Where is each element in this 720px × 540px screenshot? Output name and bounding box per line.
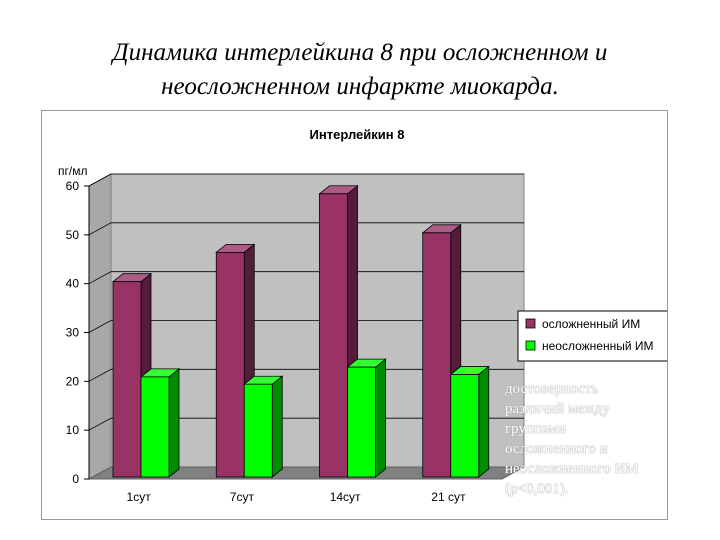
gridline — [88, 417, 524, 431]
y-tick-label: 30 — [66, 326, 80, 340]
x-tick-label: 14сут — [330, 490, 361, 504]
gridline — [88, 173, 524, 187]
bar-side — [478, 365, 490, 478]
slide-title: Динамика интерлейкина 8 при осложненном … — [20, 36, 700, 104]
legend-label: неосложненный ИМ — [542, 339, 654, 353]
slide-title-line-2: неосложненном инфаркте миокарда. — [161, 73, 559, 100]
note-line: различий между — [505, 401, 610, 417]
bar — [319, 193, 348, 478]
chart-floor — [88, 466, 525, 480]
gridline — [88, 368, 524, 382]
note-line: неосложненного ИМ — [505, 461, 639, 477]
note-line: (р<0,001). — [505, 481, 569, 497]
x-tick-label: 1сут — [127, 490, 152, 504]
note-line: осложненного и — [505, 441, 608, 457]
bar — [140, 376, 170, 478]
significance-note: достоверность различий между группами ос… — [505, 379, 675, 499]
x-tick-label: 7сут — [230, 490, 255, 504]
bar — [422, 232, 452, 478]
legend-box — [517, 310, 667, 362]
y-tick-label: 50 — [66, 228, 80, 242]
bar — [112, 281, 142, 478]
y-tick-label: 40 — [66, 277, 80, 291]
gridline — [88, 222, 524, 236]
bar — [243, 383, 273, 478]
y-tick-label: 10 — [66, 423, 80, 437]
chart-title: Интерлейкин 8 — [310, 127, 405, 142]
bar-side — [271, 375, 283, 478]
legend-label: осложненный ИМ — [542, 317, 640, 331]
note-line: группами — [505, 421, 567, 437]
gridline — [88, 271, 524, 285]
bar — [347, 366, 376, 478]
bar-side — [168, 368, 180, 478]
legend-swatch — [525, 340, 536, 351]
x-tick-label: 21 сут — [431, 490, 466, 504]
legend-swatch — [525, 318, 536, 329]
gridline — [88, 320, 524, 333]
y-tick-label: 20 — [66, 374, 80, 388]
bar — [450, 374, 480, 478]
y-tick-label: 0 — [72, 472, 79, 486]
bar — [215, 251, 245, 478]
note-line: достоверность — [505, 381, 599, 397]
bar-side — [375, 358, 386, 478]
y-tick-label: 60 — [66, 179, 80, 193]
chart: Интерлейкин 8 пг/мл 0 10 20 30 40 50 60 1сут 7су… — [58, 127, 667, 504]
y-axis-label: пг/мл — [58, 164, 87, 178]
slide-title-line-1: Динамика интерлейкина 8 при осложненном … — [112, 39, 608, 66]
chart-frame: Интерлейкин 8 пг/мл 0 10 20 30 40 50 60 1сут 7су… — [41, 110, 668, 520]
